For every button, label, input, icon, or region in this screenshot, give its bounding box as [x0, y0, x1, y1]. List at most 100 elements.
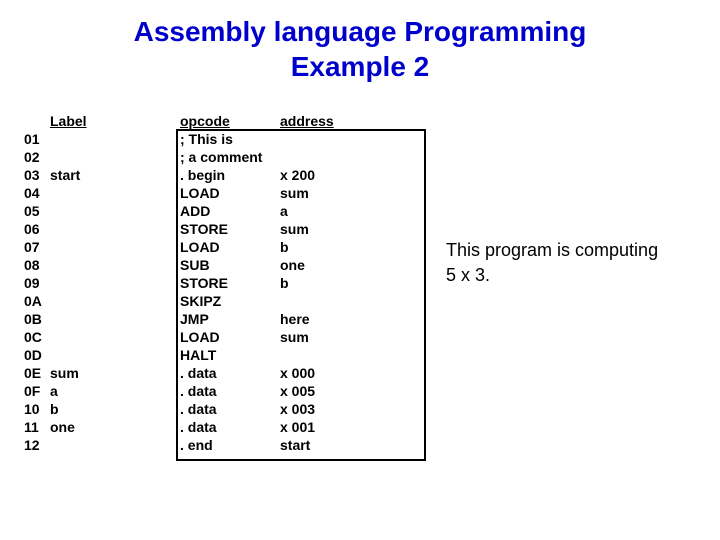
code-row: 0Esum. datax 000: [24, 364, 420, 382]
address-col: x 000: [280, 364, 315, 382]
code-row: 05 ADDa: [24, 202, 420, 220]
code-row: 07 LOADb: [24, 238, 420, 256]
line-number: 10: [24, 400, 50, 418]
opcode-col: SUB: [180, 256, 280, 274]
opcode-col: SKIPZ: [180, 292, 280, 310]
note-line-1: This program is computing: [446, 240, 658, 260]
address-col: sum: [280, 220, 309, 238]
code-listing: Label opcodeaddress 01 ; This is 02 ; a co…: [24, 112, 420, 454]
label-col: a: [50, 382, 180, 400]
header-label: Label: [50, 112, 180, 130]
label-col: [50, 274, 180, 292]
label-col: sum: [50, 364, 180, 382]
opcode-col: ADD: [180, 202, 280, 220]
address-col: one: [280, 256, 305, 274]
opcode-col: STORE: [180, 220, 280, 238]
code-row: 03start. beginx 200: [24, 166, 420, 184]
line-number: 0F: [24, 382, 50, 400]
opcode-col: . data: [180, 418, 280, 436]
address-col: here: [280, 310, 310, 328]
opcode-col: . data: [180, 400, 280, 418]
opcode-col: LOAD: [180, 328, 280, 346]
opcode-col: LOAD: [180, 184, 280, 202]
note-line-2: 5 x 3.: [446, 265, 490, 285]
code-row: 0D HALT: [24, 346, 420, 364]
line-number: 02: [24, 148, 50, 166]
opcode-col: . begin: [180, 166, 280, 184]
address-col: sum: [280, 184, 309, 202]
code-row: 01 ; This is: [24, 130, 420, 148]
label-col: [50, 220, 180, 238]
label-col: start: [50, 166, 180, 184]
code-row: 08 SUBone: [24, 256, 420, 274]
label-col: [50, 202, 180, 220]
address-col: b: [280, 274, 289, 292]
code-row: 0B JMPhere: [24, 310, 420, 328]
label-col: [50, 256, 180, 274]
label-col: [50, 436, 180, 454]
line-number: 04: [24, 184, 50, 202]
label-col: [50, 184, 180, 202]
line-number: 03: [24, 166, 50, 184]
line-number: 12: [24, 436, 50, 454]
code-row: 10b. datax 003: [24, 400, 420, 418]
address-col: b: [280, 238, 289, 256]
opcode-col: HALT: [180, 346, 280, 364]
opcode-col: STORE: [180, 274, 280, 292]
address-col: x 005: [280, 382, 315, 400]
header-opa: opcodeaddress: [180, 112, 420, 130]
opcode-col: . data: [180, 364, 280, 382]
title-line-2: Example 2: [291, 51, 430, 82]
line-number: 07: [24, 238, 50, 256]
title-line-1: Assembly language Programming: [134, 16, 587, 47]
opcode-col: ; This is: [180, 130, 280, 148]
label-col: [50, 292, 180, 310]
code-row: 02 ; a comment: [24, 148, 420, 166]
address-col: x 200: [280, 166, 315, 184]
code-row: 12 . endstart: [24, 436, 420, 454]
address-col: start: [280, 436, 310, 454]
line-number: 0C: [24, 328, 50, 346]
header-row: Label opcodeaddress: [24, 112, 420, 130]
opcode-col: ; a comment: [180, 148, 280, 166]
line-number: 0D: [24, 346, 50, 364]
line-number: 0E: [24, 364, 50, 382]
side-note: This program is computing 5 x 3.: [446, 238, 658, 288]
opcode-col: . end: [180, 436, 280, 454]
address-col: a: [280, 202, 288, 220]
slide-title: Assembly language Programming Example 2: [0, 14, 720, 84]
label-col: [50, 346, 180, 364]
line-number: 01: [24, 130, 50, 148]
header-blank: [24, 112, 50, 130]
line-number: 08: [24, 256, 50, 274]
address-col: x 003: [280, 400, 315, 418]
code-row: 0C LOADsum: [24, 328, 420, 346]
code-row: 0A SKIPZ: [24, 292, 420, 310]
code-row: 09 STOREb: [24, 274, 420, 292]
line-number: 09: [24, 274, 50, 292]
label-col: b: [50, 400, 180, 418]
code-row: 04 LOADsum: [24, 184, 420, 202]
header-address: address: [280, 112, 334, 130]
label-col: one: [50, 418, 180, 436]
line-number: 0B: [24, 310, 50, 328]
label-col: [50, 328, 180, 346]
address-col: x 001: [280, 418, 315, 436]
label-col: [50, 310, 180, 328]
label-col: [50, 130, 180, 148]
code-row: 0Fa. datax 005: [24, 382, 420, 400]
slide: Assembly language Programming Example 2 …: [0, 0, 720, 540]
line-number: 05: [24, 202, 50, 220]
line-number: 11: [24, 418, 50, 436]
label-col: [50, 238, 180, 256]
header-opcode: opcode: [180, 112, 280, 130]
line-number: 06: [24, 220, 50, 238]
opcode-col: JMP: [180, 310, 280, 328]
address-col: sum: [280, 328, 309, 346]
code-row: 11one. datax 001: [24, 418, 420, 436]
line-number: 0A: [24, 292, 50, 310]
opcode-col: . data: [180, 382, 280, 400]
label-col: [50, 148, 180, 166]
code-row: 06 STOREsum: [24, 220, 420, 238]
opcode-col: LOAD: [180, 238, 280, 256]
